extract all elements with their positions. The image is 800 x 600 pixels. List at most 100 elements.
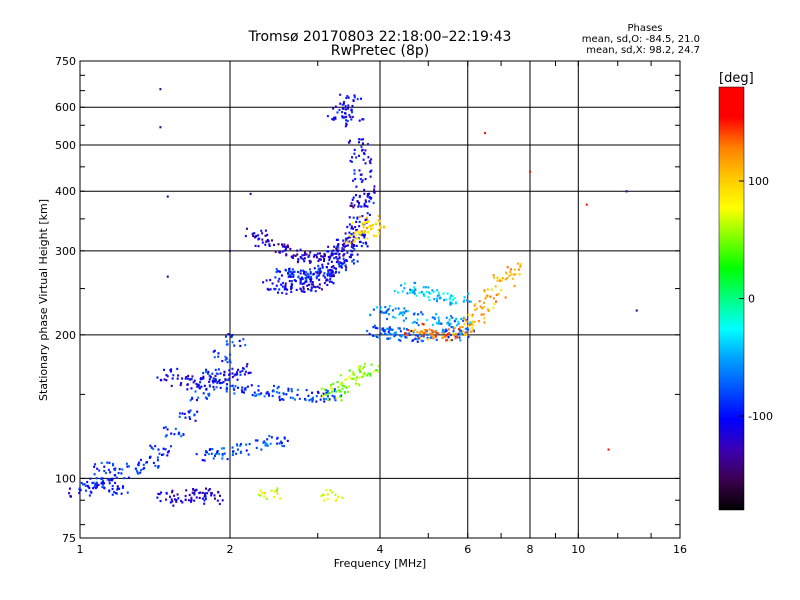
data-point (326, 390, 329, 393)
data-point (219, 372, 222, 375)
data-point (299, 281, 302, 284)
data-point (95, 481, 98, 484)
data-point (234, 373, 237, 376)
data-point (352, 371, 355, 374)
data-point (97, 483, 100, 487)
data-point (361, 142, 364, 145)
data-point (435, 313, 438, 316)
data-point (446, 292, 449, 295)
chart-subtitle: RwPretec (8p) (331, 43, 429, 59)
data-point (276, 489, 279, 492)
data-point (317, 267, 320, 270)
data-point (326, 115, 329, 118)
data-point (326, 278, 329, 282)
data-point (481, 307, 484, 310)
data-point (473, 304, 476, 307)
data-point (440, 322, 443, 325)
data-point (278, 391, 281, 394)
data-point (100, 482, 103, 485)
data-point (303, 290, 306, 293)
data-point (227, 333, 230, 336)
data-point (516, 262, 519, 265)
data-point (475, 307, 478, 310)
data-point (282, 398, 285, 401)
data-point (323, 272, 326, 275)
data-point (290, 284, 293, 287)
data-point (280, 283, 283, 286)
data-point (398, 334, 401, 337)
data-point (360, 145, 363, 148)
data-point (363, 205, 366, 208)
data-point (108, 478, 111, 481)
data-point (361, 214, 364, 218)
data-point (372, 201, 375, 205)
data-point (344, 125, 347, 128)
data-point (367, 156, 370, 159)
data-point (197, 396, 200, 399)
data-point (422, 333, 425, 336)
data-point (312, 255, 315, 258)
data-point (181, 501, 184, 504)
data-point (337, 249, 340, 252)
data-point (319, 258, 322, 261)
data-point (384, 305, 387, 309)
data-point (409, 288, 412, 291)
data-point (287, 246, 290, 249)
data-point (265, 443, 268, 446)
data-point (445, 334, 448, 337)
y-tick-label: 750 (55, 55, 76, 68)
data-point (332, 107, 335, 110)
data-point (283, 286, 286, 289)
data-point (360, 233, 363, 236)
data-point (343, 116, 346, 119)
data-point (149, 444, 152, 447)
data-point (393, 331, 396, 335)
data-point (403, 311, 406, 315)
data-point (278, 251, 281, 254)
data-point (295, 288, 298, 292)
data-point (210, 452, 213, 455)
data-point (376, 370, 379, 373)
data-point (412, 286, 415, 289)
data-point (345, 378, 348, 381)
data-point (277, 385, 280, 388)
data-point (454, 302, 457, 305)
data-point (417, 324, 420, 327)
data-point (126, 465, 129, 468)
data-point (424, 328, 427, 332)
data-point (334, 105, 337, 108)
data-point (421, 313, 424, 316)
data-point (205, 451, 208, 454)
data-point (496, 276, 499, 279)
data-point (442, 292, 445, 295)
data-point (178, 412, 181, 415)
data-point (519, 263, 522, 266)
data-point (309, 251, 312, 254)
data-point (207, 489, 210, 492)
data-point (414, 281, 417, 285)
data-point (301, 254, 304, 257)
data-point (214, 379, 217, 382)
data-point (108, 461, 111, 464)
data-point (446, 338, 449, 342)
data-point (359, 173, 362, 176)
data-point (320, 387, 323, 390)
data-point (448, 318, 451, 321)
data-point (94, 486, 97, 490)
data-point (473, 320, 476, 323)
data-point (304, 398, 307, 402)
data-point (335, 252, 338, 255)
data-point (179, 384, 182, 387)
data-point (465, 320, 468, 323)
data-point (311, 281, 314, 284)
data-point (426, 338, 429, 341)
data-point (236, 378, 239, 381)
data-point (203, 459, 206, 462)
data-point (359, 177, 362, 181)
data-point (323, 400, 326, 403)
data-point (245, 365, 248, 368)
data-point (231, 367, 234, 370)
data-point (457, 328, 460, 331)
data-point (290, 290, 293, 293)
data-point (114, 491, 117, 495)
